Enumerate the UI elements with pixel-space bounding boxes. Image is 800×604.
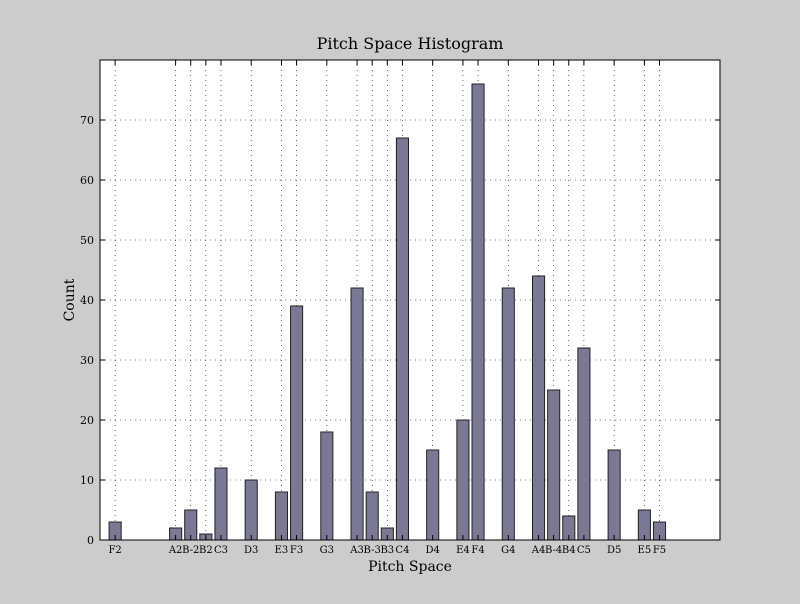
x-tick-label: E4	[456, 545, 470, 556]
y-tick-label: 70	[80, 114, 94, 127]
x-tick-label: F2	[108, 545, 121, 556]
bar-b-4	[547, 389, 561, 541]
x-tick-label: E5	[638, 545, 652, 556]
bar-a3	[350, 287, 364, 541]
bar-a4	[531, 275, 546, 541]
bar-c5	[577, 347, 591, 541]
bar-f3	[290, 305, 304, 541]
y-tick-label: 30	[80, 354, 94, 367]
x-tick-label: B-3	[364, 545, 381, 556]
y-tick-label: 50	[80, 234, 94, 247]
x-tick-label: D4	[425, 545, 439, 556]
bar-e3	[274, 491, 289, 541]
x-tick-label: B2	[199, 545, 213, 556]
x-axis-label: Pitch Space	[368, 559, 452, 575]
y-tick-label: 60	[80, 174, 94, 187]
bar-d4	[426, 449, 440, 541]
x-tick-label: A2	[168, 545, 183, 556]
plot-frame	[99, 59, 721, 541]
x-tick-label: F5	[653, 545, 666, 556]
x-tick-label: D3	[244, 545, 258, 556]
y-axis-label: Count	[62, 278, 78, 321]
x-tick-label: A3	[349, 545, 364, 556]
x-tick-label: D5	[607, 545, 621, 556]
bar-d3	[244, 479, 258, 541]
x-tick-label: B-4	[545, 545, 562, 556]
x-tick-label: B-2	[182, 545, 199, 556]
x-tick-label: G4	[501, 545, 515, 556]
bar-e4	[456, 419, 470, 541]
y-tick-label: 0	[87, 534, 94, 547]
x-tick-label: C4	[395, 545, 409, 556]
chart-title: Pitch Space Histogram	[317, 34, 504, 53]
x-tick-label: A4	[531, 545, 546, 556]
x-tick-label: E3	[275, 545, 289, 556]
bar-d5	[607, 449, 621, 541]
bar-g4	[501, 287, 515, 541]
bar-b-3	[365, 491, 379, 541]
x-tick-label: G3	[320, 545, 334, 556]
y-tick-label: 40	[80, 294, 94, 307]
bar-f4	[471, 83, 485, 541]
x-tick-label: B4	[562, 545, 576, 556]
x-tick-label: C5	[577, 545, 591, 556]
x-tick-label: B3	[380, 545, 394, 556]
bar-c4	[395, 137, 409, 541]
y-tick-label: 10	[80, 474, 94, 487]
bar-g3	[320, 431, 334, 541]
x-tick-label: F4	[471, 545, 484, 556]
bar-c3	[214, 467, 228, 541]
y-tick-label: 20	[80, 414, 94, 427]
x-tick-label: C3	[214, 545, 228, 556]
x-tick-label: F3	[290, 545, 303, 556]
bars-layer	[108, 83, 667, 541]
